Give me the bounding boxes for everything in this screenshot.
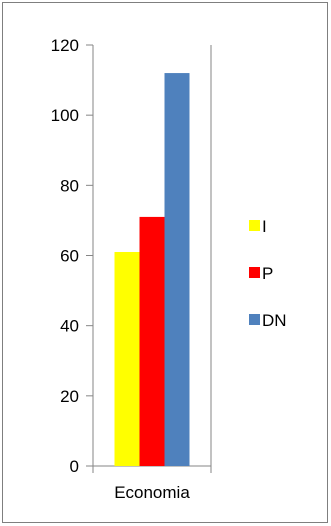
y-tick-label: 60 (60, 247, 79, 266)
chart-bars (114, 73, 190, 467)
legend-label-p: P (262, 264, 273, 283)
x-tick-label: Economia (114, 483, 190, 502)
y-tick-label: 80 (60, 176, 79, 195)
legend-swatch-i (249, 220, 260, 231)
legend-label-dn: DN (262, 311, 287, 330)
y-tick-label: 0 (70, 457, 79, 476)
bar-i (114, 251, 140, 466)
y-tick-label: 20 (60, 387, 79, 406)
chart-legend: I P DN (249, 217, 287, 330)
y-tick-label: 40 (60, 317, 79, 336)
y-tick-label: 100 (51, 106, 79, 125)
y-tick-label: 120 (51, 36, 79, 55)
legend-swatch-p (249, 267, 260, 278)
bar-p (139, 216, 165, 466)
legend-label-i: I (262, 217, 267, 236)
chart-axes: 0 20 40 60 80 100 120 Economia (51, 36, 212, 502)
bar-dn (164, 73, 190, 467)
legend-swatch-dn (249, 314, 260, 325)
